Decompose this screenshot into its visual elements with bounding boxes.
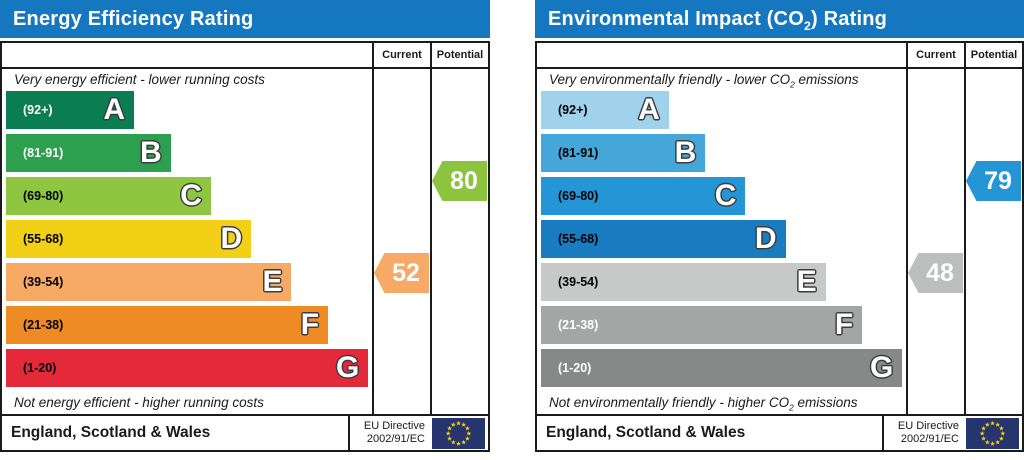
- co2-current-header: Current: [906, 43, 964, 67]
- co2-current-arrow: 48: [908, 253, 963, 293]
- co2-potential-header: Potential: [964, 43, 1022, 67]
- band-range: (92+): [23, 103, 53, 117]
- co2-bottom-caption: Not environmentally friendly - higher CO…: [549, 395, 858, 413]
- band-range: (69-80): [23, 189, 64, 203]
- band-letter: B: [674, 136, 697, 169]
- band-range: (39-54): [558, 275, 599, 289]
- energy-band-f: (21-38) F: [6, 306, 329, 344]
- co2-band-e: (39-54) E: [541, 263, 826, 301]
- co2-band-a: (92+) A: [541, 91, 669, 129]
- energy-region-label: England, Scotland & Wales: [11, 424, 211, 441]
- band-range: (55-68): [558, 232, 599, 246]
- band-range: (81-91): [558, 146, 599, 160]
- energy-title: Energy Efficiency Rating: [13, 7, 254, 30]
- band-range: (69-80): [558, 189, 599, 203]
- energy-top-caption: Very energy efficient - lower running co…: [14, 72, 265, 87]
- co2-band-d: (55-68) D: [541, 220, 786, 258]
- co2-table: Current Potential Very environmentally f…: [535, 41, 1024, 452]
- band-letter: D: [754, 222, 777, 255]
- band-letter: E: [262, 265, 283, 298]
- band-letter: G: [870, 351, 894, 384]
- energy-band-b: (81-91) B: [6, 134, 171, 172]
- co2-region-label: England, Scotland & Wales: [546, 424, 746, 441]
- co2-band-c: (69-80) C: [541, 177, 746, 215]
- energy-directive-cell: EU Directive 2002/91/EC: [348, 416, 488, 450]
- eu-flag-icon: [432, 417, 485, 449]
- band-letter: D: [220, 222, 243, 255]
- band-range: (1-20): [23, 361, 57, 375]
- band-letter: F: [300, 308, 320, 341]
- co2-header-spacer: [537, 43, 906, 67]
- energy-header-spacer: [2, 43, 372, 67]
- energy-bottom-caption: Not energy efficient - higher running co…: [14, 395, 264, 410]
- band-letter: C: [180, 179, 202, 212]
- band-letter: A: [638, 93, 660, 126]
- co2-potential-arrow: 79: [966, 161, 1021, 201]
- energy-potential-value: 80: [450, 166, 478, 195]
- environmental-impact-panel: Environmental Impact (CO2) Rating Curren…: [535, 0, 1024, 452]
- co2-bands: Very environmentally friendly - lower CO…: [537, 69, 906, 414]
- band-letter: F: [834, 308, 854, 341]
- energy-bands: Very energy efficient - lower running co…: [2, 69, 372, 414]
- energy-footer: England, Scotland & Wales EU Directive 2…: [2, 414, 488, 450]
- energy-band-d: (55-68) D: [6, 220, 252, 258]
- energy-current-value: 52: [392, 258, 420, 287]
- co2-band-f: (21-38) F: [541, 306, 863, 344]
- co2-directive-cell: EU Directive 2002/91/EC: [882, 416, 1022, 450]
- co2-directive-text: EU Directive 2002/91/EC: [897, 419, 959, 445]
- energy-title-bar: Energy Efficiency Rating: [0, 0, 490, 38]
- band-range: (1-20): [558, 361, 592, 375]
- band-letter: A: [103, 93, 126, 126]
- energy-band-g: (1-20) G: [6, 349, 369, 387]
- energy-header-row: Current Potential: [2, 43, 488, 69]
- band-range: (81-91): [23, 146, 64, 160]
- co2-footer: England, Scotland & Wales EU Directive 2…: [537, 414, 1022, 450]
- co2-chart-area: Very environmentally friendly - lower CO…: [537, 69, 1022, 414]
- co2-title-bar: Environmental Impact (CO2) Rating: [535, 0, 1024, 38]
- energy-potential-arrow: 80: [432, 161, 487, 201]
- energy-potential-column: 80: [430, 69, 488, 414]
- energy-band-e: (39-54) E: [6, 263, 292, 301]
- co2-header-row: Current Potential: [537, 43, 1022, 69]
- band-range: (21-38): [23, 318, 64, 332]
- energy-band-a: (92+) A: [6, 91, 135, 129]
- band-range: (55-68): [23, 232, 64, 246]
- energy-current-header: Current: [372, 43, 430, 67]
- band-range: (39-54): [23, 275, 64, 289]
- band-letter: B: [140, 136, 162, 169]
- energy-table: Current Potential Very energy efficient …: [0, 41, 490, 452]
- co2-potential-column: 79: [964, 69, 1022, 414]
- energy-current-arrow: 52: [374, 253, 429, 293]
- co2-band-b: (81-91) B: [541, 134, 706, 172]
- energy-efficiency-panel: Energy Efficiency Rating Current Potenti…: [0, 0, 490, 452]
- band-letter: C: [714, 179, 737, 212]
- co2-current-column: 48: [906, 69, 964, 414]
- co2-current-value: 48: [926, 258, 954, 287]
- band-range: (21-38): [558, 318, 599, 332]
- energy-chart-area: Very energy efficient - lower running co…: [2, 69, 488, 414]
- energy-band-c: (69-80) C: [6, 177, 211, 215]
- band-letter: E: [796, 265, 817, 298]
- band-range: (92+): [558, 103, 588, 117]
- energy-potential-header: Potential: [430, 43, 488, 67]
- co2-potential-value: 79: [984, 166, 1012, 195]
- energy-directive-text: EU Directive 2002/91/EC: [363, 419, 425, 445]
- energy-current-column: 52: [372, 69, 430, 414]
- co2-band-g: (1-20) G: [541, 349, 903, 387]
- band-letter: G: [335, 351, 360, 384]
- co2-title: Environmental Impact (CO2) Rating: [548, 7, 888, 33]
- eu-flag-icon: [966, 417, 1019, 449]
- co2-top-caption: Very environmentally friendly - lower CO…: [549, 72, 859, 90]
